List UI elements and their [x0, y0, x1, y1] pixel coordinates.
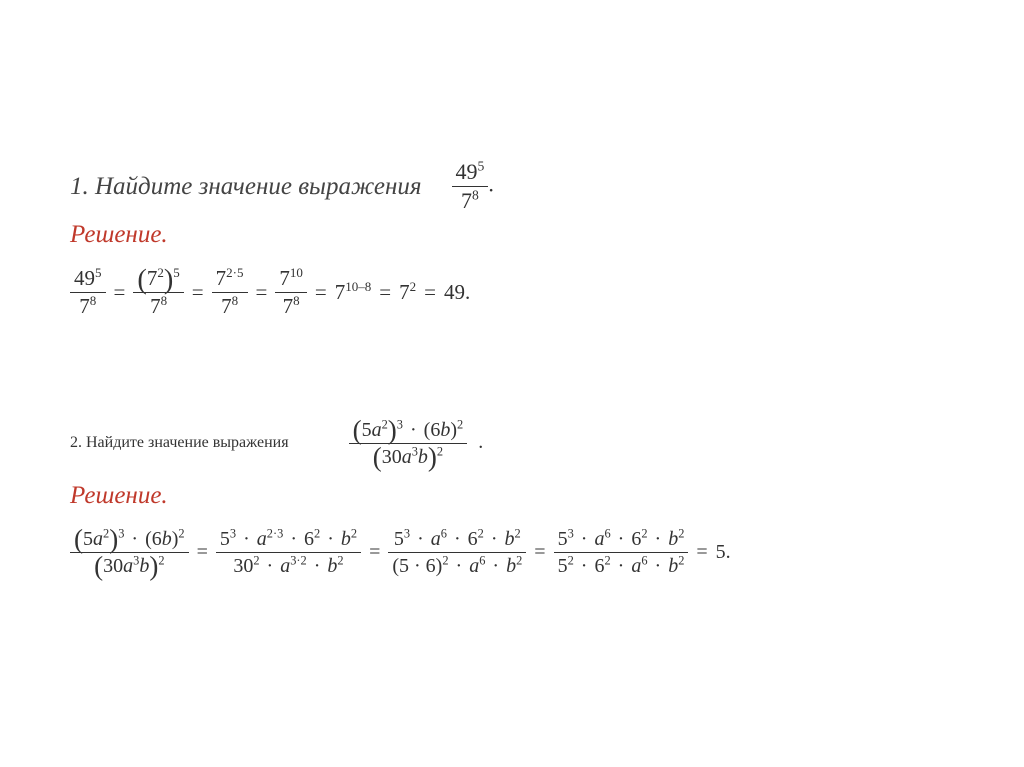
- problem-2-solution: (5a2)3 · (6b)2 (30a3b)2 = 53 · a2·3 · 62…: [70, 528, 954, 577]
- problem-1-statement: 1. Найдите значение выражения 495 78 .: [70, 160, 954, 213]
- page: 1. Найдите значение выражения 495 78 . Р…: [0, 0, 1024, 577]
- problem-2-solution-label: Решение.: [70, 482, 954, 510]
- problem-1-solution-label: Решение.: [70, 221, 954, 249]
- problem-2-formula: (5a2)3 · (6b)2 (30a3b)2 .: [349, 419, 484, 468]
- problem-1-label: 1. Найдите значение выражения: [70, 173, 422, 201]
- problem-1-formula: 495 78 .: [452, 160, 494, 213]
- problem-2-label: 2. Найдите значение выражения: [70, 434, 289, 452]
- problem-2-statement: 2. Найдите значение выражения (5a2)3 · (…: [70, 419, 954, 468]
- problem-1-solution: 495 78 = (72)5 78 = 72·5 78 = 710 78 = 7…: [70, 267, 954, 318]
